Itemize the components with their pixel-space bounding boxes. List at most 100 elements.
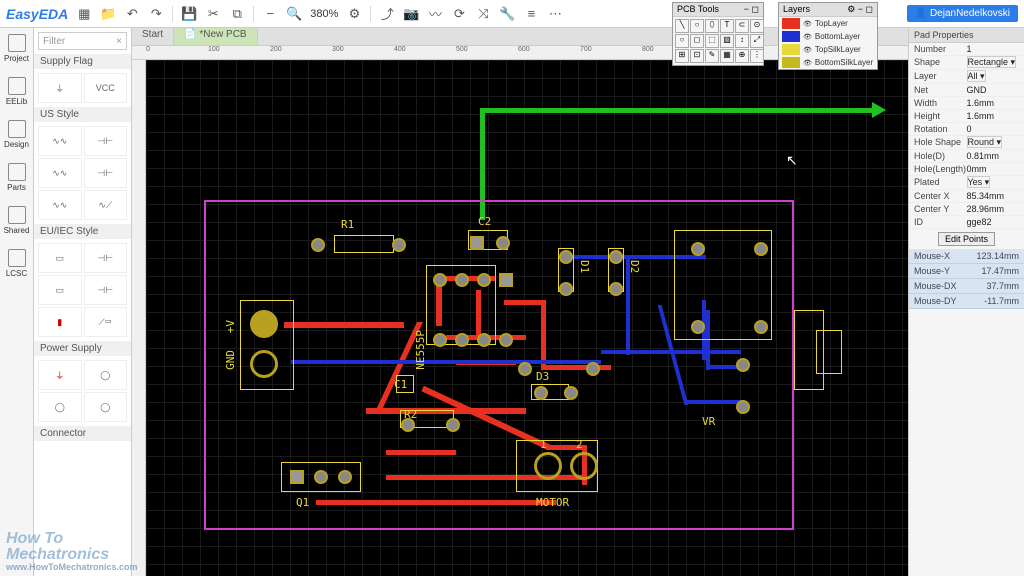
cursor-icon: ↖ [786,152,798,169]
file-icon[interactable]: ▦ [76,6,92,22]
prop-row[interactable]: Width1.6mm [909,97,1024,110]
ruler-v [132,60,146,576]
pcb-canvas[interactable]: R1 C2 C1 R2 D3 D1 D2 VR Q1 MOTOR NE555P … [146,60,908,576]
route-icon[interactable]: ⤨ [475,6,491,22]
prop-row[interactable]: IDgge82 [909,216,1024,229]
gear-icon[interactable]: ⚙ [346,6,362,22]
nav-shared[interactable]: Shared [3,206,31,235]
clear-icon[interactable]: × [116,36,122,47]
canvas-area: Start 📄 *New PCB 01002003004005006007008… [132,28,908,576]
section-eu: EU/IEC Style [34,224,131,239]
layer-row[interactable]: 👁TopLayer [779,17,877,30]
prop-row[interactable]: Hole(D)0.81mm [909,150,1024,163]
prop-row[interactable]: Center X85.34mm [909,190,1024,203]
layer-row[interactable]: 👁BottomSilkLayer [779,56,877,69]
label-ne555: NE555P [414,330,427,370]
label-d2: D2 [628,260,641,273]
layer-row[interactable]: 👁TopSilkLayer [779,43,877,56]
logo: EasyEDA [6,6,68,22]
user-button[interactable]: 👤 DejanNedelkovski [907,5,1018,22]
lib-item[interactable]: ∿∿ [38,126,82,156]
prop-row[interactable]: Number1 [909,43,1024,56]
lib-item[interactable]: ∿∿ [38,158,82,188]
edit-points-button[interactable]: Edit Points [938,232,995,246]
nav-project[interactable]: Project [3,34,31,63]
lib-item[interactable]: ▭ [38,243,82,273]
props-title: Pad Properties [909,28,1024,43]
save-icon[interactable]: 💾 [181,6,197,22]
nav-eelib[interactable]: EELib [3,77,31,106]
prop-row[interactable]: Height1.6mm [909,110,1024,123]
label-r2: R2 [404,408,417,421]
wave-icon[interactable]: 〰 [427,6,443,22]
nav-parts[interactable]: Parts [3,163,31,192]
lib-item[interactable]: ▮ [38,307,82,337]
lib-item[interactable]: VCC [84,73,128,103]
pcb-tools-panel[interactable]: PCB Tools− ◻ ╲○⬯T⊂⊙ ○◻⬚▧↕⤢ ⊞⊡✎▦⊕⋮ [672,2,764,66]
lib-item[interactable]: ◯ [84,360,128,390]
label-gnd: GND [224,350,237,370]
mouse-row: Mouse-DY-11.7mm [909,294,1024,309]
label-c2: C2 [478,215,491,228]
section-power: Power Supply [34,341,131,356]
label-vr: VR [702,415,715,428]
layer-row[interactable]: 👁BottomLayer [779,30,877,43]
nav-design[interactable]: Design [3,120,31,149]
label-c1: C1 [394,378,407,391]
section-us: US Style [34,107,131,122]
section-conn: Connector [34,426,131,441]
prop-row[interactable]: NetGND [909,84,1024,97]
lib-item[interactable]: ⏚ [38,73,82,103]
lib-item[interactable]: ⊣⊢ [84,126,128,156]
lib-item[interactable]: ◯ [38,392,82,422]
nav-lcsc[interactable]: LCSC [3,249,31,278]
prop-row[interactable]: LayerAll ▾ [909,70,1024,84]
prop-row[interactable]: Center Y28.96mm [909,203,1024,216]
label-d3: D3 [536,370,549,383]
properties-panel: Pad Properties Number1ShapeRectangle ▾La… [908,28,1024,576]
lib-item[interactable]: ∿⟋ [84,190,128,220]
redo-icon[interactable]: ↷ [148,6,164,22]
copy-icon[interactable]: ⧉ [229,6,245,22]
more-icon[interactable]: ⋯ [547,6,563,22]
camera-icon[interactable]: 📷 [403,6,419,22]
zoom-in-icon[interactable]: 🔍 [286,6,302,22]
tools-icon[interactable]: 🔧 [499,6,515,22]
lib-item[interactable]: ⏚ [38,360,82,390]
layers-panel[interactable]: Layers⚙ − ◻ 👁TopLayer👁BottomLayer👁TopSil… [778,2,878,70]
label-q1: Q1 [296,496,309,509]
minimize-icon[interactable]: − ◻ [744,4,759,15]
left-nav: Project EELib Design Parts Shared LCSC [0,28,34,576]
share-icon[interactable]: ⤴ [379,6,395,22]
undo-icon[interactable]: ↶ [124,6,140,22]
layers-icon[interactable]: ≡ [523,6,539,22]
cut-icon[interactable]: ✂ [205,6,221,22]
lib-item[interactable]: ∿∿ [38,190,82,220]
lib-item[interactable]: ◯ [84,392,128,422]
lib-item[interactable]: ▭ [38,275,82,305]
lib-item[interactable]: ⊣⊢ [84,275,128,305]
prop-row[interactable]: PlatedYes ▾ [909,176,1024,190]
prop-row[interactable]: Hole ShapeRound ▾ [909,136,1024,150]
tab-start[interactable]: Start [132,28,174,45]
prop-row[interactable]: Rotation0 [909,123,1024,136]
lib-item[interactable]: ⊣⊢ [84,158,128,188]
label-r1: R1 [341,218,354,231]
mouse-row: Mouse-X123.14mm [909,249,1024,264]
label-motor: MOTOR [536,496,569,509]
prop-row[interactable]: ShapeRectangle ▾ [909,56,1024,70]
gear-icon[interactable]: ⚙ − ◻ [847,4,873,15]
zoom-out-icon[interactable]: − [262,6,278,22]
filter-input[interactable]: Filter× [38,32,127,50]
tab-pcb[interactable]: 📄 *New PCB [174,28,257,45]
label-pv: +V [224,320,237,333]
rotate-icon[interactable]: ⟳ [451,6,467,22]
watermark: How ToMechatronics www.HowToMechatronics… [6,531,138,572]
zoom-level[interactable]: 380% [310,8,338,20]
open-icon[interactable]: 📁 [100,6,116,22]
label-d1: D1 [578,260,591,273]
prop-row[interactable]: Hole(Length)0mm [909,163,1024,176]
lib-item[interactable]: ⟋▭ [84,307,128,337]
lib-item[interactable]: ⊣⊢ [84,243,128,273]
mouse-row: Mouse-DX37.7mm [909,279,1024,294]
